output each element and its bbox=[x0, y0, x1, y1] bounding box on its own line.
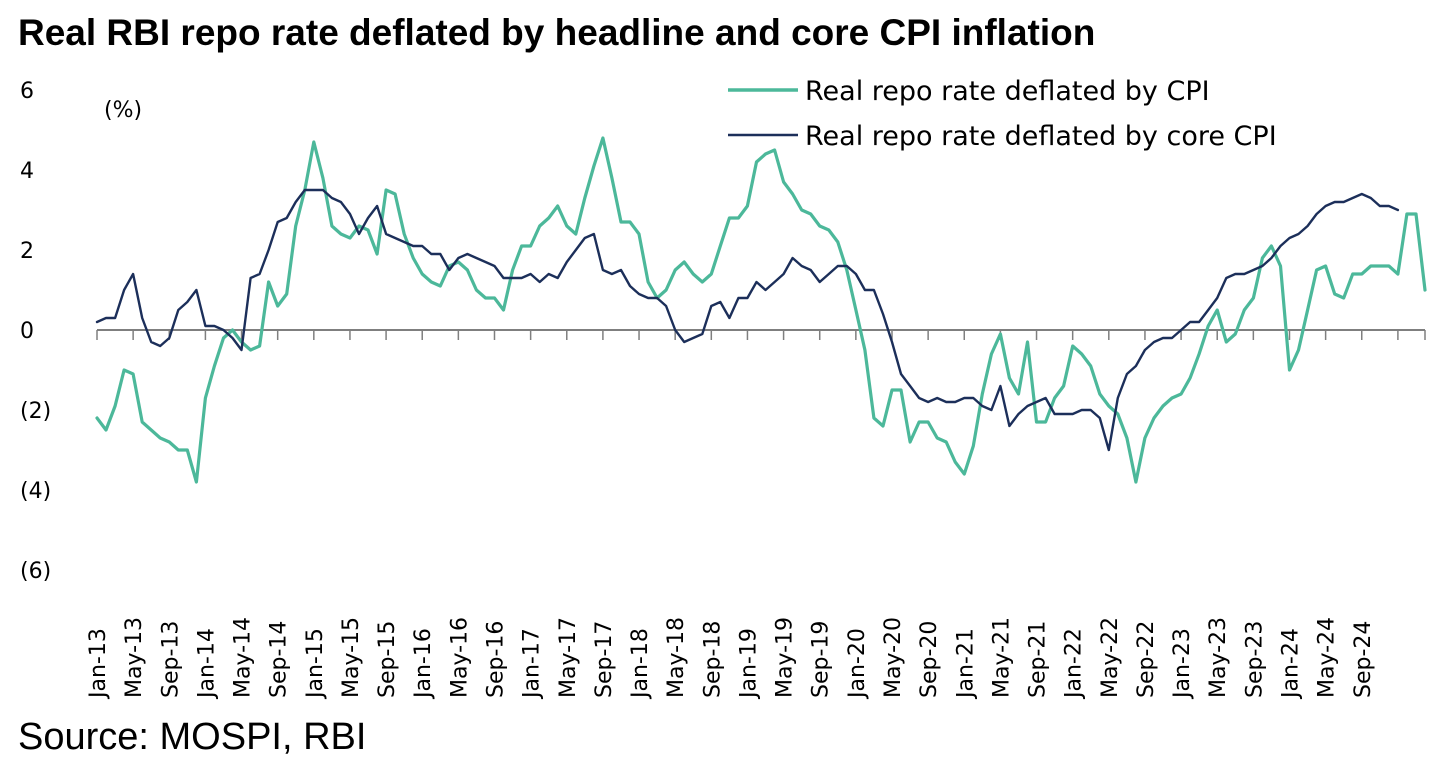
x-tick-label: Jan-22 bbox=[1062, 628, 1087, 700]
x-tick-label: May-23 bbox=[1206, 617, 1231, 698]
x-tick-label: Sep-19 bbox=[809, 621, 834, 698]
x-tick-label: Jan-14 bbox=[194, 628, 219, 700]
series-line-cpi bbox=[95, 136, 1427, 484]
x-tick-label: Sep-15 bbox=[375, 621, 400, 698]
y-tick-label: 2 bbox=[20, 239, 34, 264]
y-tick-label: 6 bbox=[20, 79, 34, 104]
x-tick-label: May-20 bbox=[881, 617, 906, 698]
y-tick-label: 4 bbox=[20, 159, 34, 184]
x-tick-label: Sep-13 bbox=[158, 621, 183, 698]
y-tick-label: 0 bbox=[20, 319, 34, 344]
x-tick-label: Sep-24 bbox=[1351, 621, 1376, 698]
x-tick-label: Jan-17 bbox=[520, 628, 545, 700]
x-tick-label: Jan-18 bbox=[628, 628, 653, 700]
x-axis bbox=[96, 329, 1426, 340]
x-tick-label: May-19 bbox=[773, 617, 798, 698]
x-tick-label: Sep-21 bbox=[1026, 621, 1051, 698]
y-axis-ticks: 6 4 2 0 (2) (4) (6) bbox=[20, 79, 51, 584]
x-tick-label: May-17 bbox=[556, 617, 581, 698]
x-tick-label: May-18 bbox=[664, 617, 689, 698]
x-tick-label: Jan-21 bbox=[953, 628, 978, 700]
legend-label-core-cpi: Real repo rate deflated by core CPI bbox=[805, 121, 1277, 152]
x-axis-tick-labels: Jan-13 May-13 Sep-13 Jan-14 May-14 Sep-14 Jan-… bbox=[86, 617, 1376, 700]
series-lines bbox=[95, 136, 1427, 484]
x-tick-label: May-24 bbox=[1315, 617, 1340, 698]
x-tick-label: Sep-18 bbox=[700, 621, 725, 698]
x-tick-label: Sep-16 bbox=[483, 621, 508, 698]
x-tick-label: May-16 bbox=[447, 617, 472, 698]
x-tick-label: Sep-22 bbox=[1134, 621, 1159, 698]
x-tick-label: Sep-20 bbox=[917, 621, 942, 698]
x-tick-label: Jan-15 bbox=[303, 628, 328, 700]
series-line-core-cpi bbox=[95, 188, 1400, 452]
x-tick-label: Jan-23 bbox=[1170, 628, 1195, 700]
x-tick-label: Jan-19 bbox=[736, 628, 761, 700]
legend: Real repo rate deflated by CPI Real repo … bbox=[728, 76, 1277, 152]
x-tick-label: May-21 bbox=[989, 617, 1014, 698]
y-tick-label: (2) bbox=[20, 399, 51, 424]
y-axis-label: (%) bbox=[104, 98, 142, 123]
x-tick-label: Jan-13 bbox=[86, 628, 111, 700]
y-tick-label: (4) bbox=[20, 479, 51, 504]
x-tick-label: Sep-14 bbox=[267, 621, 292, 698]
x-tick-label: Sep-23 bbox=[1242, 621, 1267, 698]
x-tick-label: May-13 bbox=[122, 617, 147, 698]
x-tick-label: Sep-17 bbox=[592, 621, 617, 698]
x-tick-label: Jan-20 bbox=[845, 628, 870, 700]
y-tick-label: (6) bbox=[20, 559, 51, 584]
chart-title: Real RBI repo rate deflated by headline … bbox=[18, 12, 1096, 53]
legend-label-cpi: Real repo rate deflated by CPI bbox=[805, 76, 1210, 107]
x-tick-label: May-15 bbox=[339, 617, 364, 698]
x-tick-label: May-14 bbox=[231, 617, 256, 698]
x-tick-label: May-22 bbox=[1098, 617, 1123, 698]
x-tick-label: Jan-24 bbox=[1278, 628, 1303, 700]
source-note: Source: MOSPI, RBI bbox=[18, 716, 367, 758]
x-tick-label: Jan-16 bbox=[411, 628, 436, 700]
